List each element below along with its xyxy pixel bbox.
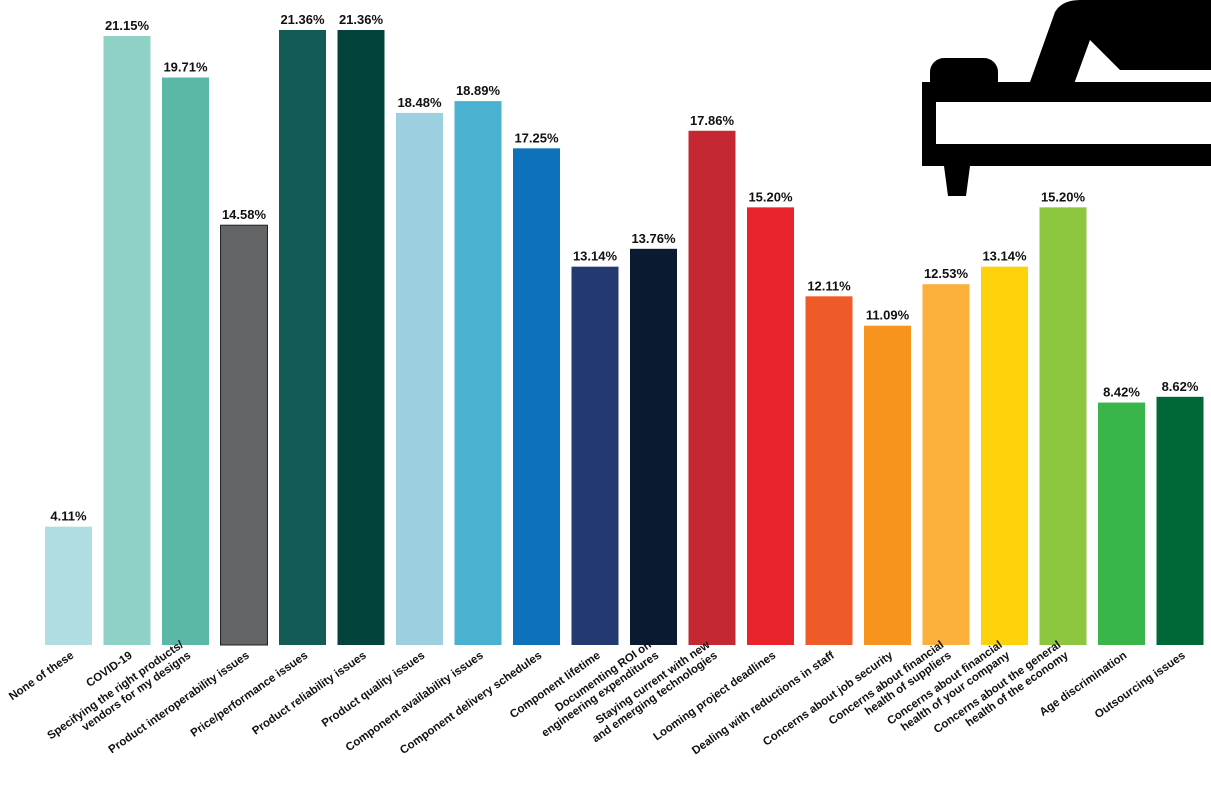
value-label-12: 17.86% — [690, 113, 735, 128]
value-label-17: 13.14% — [982, 249, 1027, 264]
bar-15 — [864, 325, 911, 645]
value-label-2: 21.15% — [105, 18, 150, 33]
value-label-10: 13.14% — [573, 249, 618, 264]
value-label-16: 12.53% — [924, 266, 969, 281]
bar-14 — [805, 296, 853, 645]
bar-17 — [981, 266, 1028, 645]
category-label-text: None of these — [7, 650, 76, 703]
value-label-5: 21.36% — [280, 12, 325, 27]
value-label-4: 14.58% — [222, 207, 267, 222]
value-label-3: 19.71% — [163, 60, 208, 75]
category-label-text: Price/performance issues — [189, 650, 311, 740]
bar-5 — [279, 30, 326, 645]
bar-13 — [747, 207, 794, 645]
category-label-5: Price/performance issues — [189, 650, 311, 740]
category-label-text: Product quality issues — [320, 650, 427, 730]
bar-18 — [1039, 207, 1087, 645]
bar-6 — [337, 30, 385, 645]
value-label-1: 4.11% — [50, 509, 87, 524]
bar-8 — [454, 101, 502, 645]
bar-9 — [513, 148, 560, 645]
value-label-18: 15.20% — [1041, 189, 1086, 204]
value-label-20: 8.62% — [1162, 379, 1199, 394]
category-label-6: Product reliability issues — [250, 650, 368, 738]
bar-16 — [922, 284, 970, 645]
bar-3 — [162, 77, 209, 645]
value-label-11: 13.76% — [631, 231, 676, 246]
bar-7 — [396, 112, 443, 646]
value-label-6: 21.36% — [339, 12, 384, 27]
category-label-7: Product quality issues — [320, 650, 427, 730]
couch-with-person-icon — [922, 0, 1211, 196]
bar-10 — [571, 266, 619, 645]
category-label-text: Product reliability issues — [250, 650, 368, 738]
bar-2 — [103, 36, 151, 646]
bar-1 — [45, 526, 92, 645]
bar-4 — [220, 224, 268, 646]
bar-12 — [688, 130, 736, 646]
value-label-14: 12.11% — [807, 278, 851, 293]
value-label-9: 17.25% — [514, 130, 559, 145]
value-label-8: 18.89% — [456, 83, 501, 98]
category-label-1: None of these — [7, 650, 76, 703]
value-label-7: 18.48% — [397, 95, 442, 110]
value-label-13: 15.20% — [748, 189, 793, 204]
bar-19 — [1098, 402, 1145, 645]
bar-20 — [1156, 396, 1204, 645]
value-label-19: 8.42% — [1103, 385, 1140, 400]
bar-11 — [630, 248, 677, 645]
value-label-15: 11.09% — [866, 308, 910, 323]
